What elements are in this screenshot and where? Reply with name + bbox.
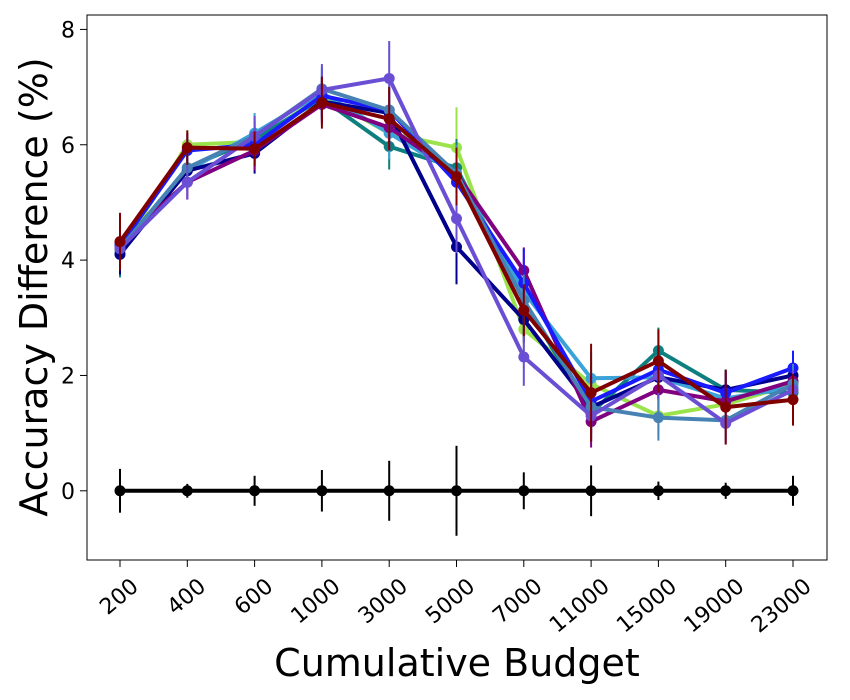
data-point xyxy=(114,485,126,497)
data-point xyxy=(316,97,328,109)
y-tick-label: 0 xyxy=(61,480,75,505)
data-point xyxy=(114,236,126,248)
data-point xyxy=(585,387,597,399)
y-axis-title: Accuracy Difference (%) xyxy=(12,57,56,516)
data-point xyxy=(249,143,261,155)
data-point xyxy=(451,213,462,225)
data-point xyxy=(181,485,193,497)
y-tick-label: 8 xyxy=(61,18,75,43)
data-point xyxy=(720,401,732,413)
data-point xyxy=(181,176,193,188)
data-point xyxy=(383,72,395,84)
data-point xyxy=(383,485,395,497)
data-point xyxy=(383,113,395,125)
data-point xyxy=(720,485,732,497)
data-point xyxy=(181,142,193,154)
data-point xyxy=(652,485,664,497)
series-dark-red xyxy=(114,76,799,445)
data-point xyxy=(518,485,530,497)
series-baseline xyxy=(114,445,799,536)
data-point xyxy=(652,355,664,367)
data-point xyxy=(787,485,799,497)
data-point xyxy=(316,485,328,497)
data-point xyxy=(249,485,261,497)
y-tick-label: 2 xyxy=(61,364,75,389)
data-point xyxy=(787,394,799,406)
x-axis-title: Cumulative Budget xyxy=(274,641,640,685)
data-point xyxy=(451,485,462,497)
data-point xyxy=(518,351,530,363)
data-point xyxy=(652,412,664,424)
data-point xyxy=(585,485,597,497)
data-point xyxy=(451,170,462,182)
data-point xyxy=(518,304,530,316)
y-tick-label: 4 xyxy=(61,249,75,274)
series-layer xyxy=(114,40,799,536)
y-tick-label: 6 xyxy=(61,134,75,159)
